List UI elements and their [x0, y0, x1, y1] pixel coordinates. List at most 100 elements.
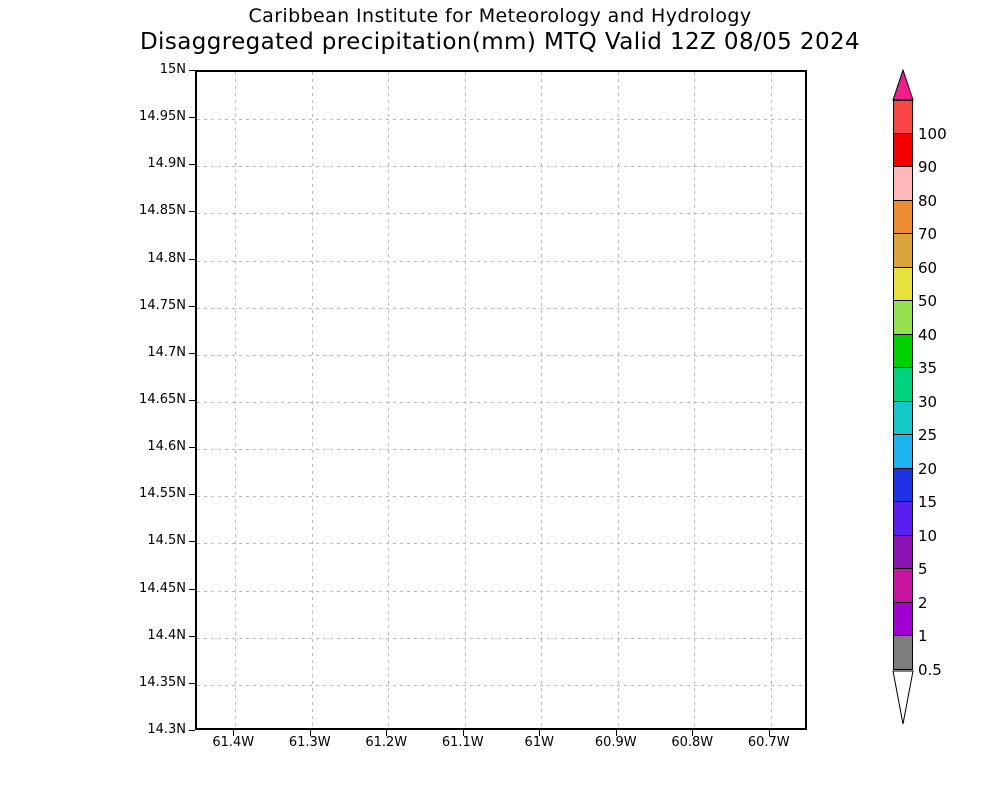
- x-axis-tick: [539, 730, 541, 736]
- y-axis-label: 14.95N: [139, 109, 186, 125]
- y-axis-tick: [189, 494, 195, 496]
- y-axis-label: 14.7N: [147, 344, 186, 360]
- x-axis-tick: [233, 730, 235, 736]
- colorbar-band: [893, 535, 913, 570]
- gridline-horizontal: [197, 213, 805, 215]
- gridline-horizontal: [197, 449, 805, 451]
- gridlines: [197, 72, 805, 728]
- map-plot-area: [195, 70, 807, 730]
- colorbar-band: [893, 435, 913, 469]
- y-axis-tick: [189, 447, 195, 449]
- colorbar-tick-label: 100: [918, 124, 947, 143]
- colorbar-tick-label: 70: [918, 225, 938, 244]
- y-axis-tick: [189, 400, 195, 401]
- colorbar-band: [893, 401, 913, 436]
- x-axis-tick: [309, 730, 311, 736]
- y-axis-label: 14.8N: [147, 250, 186, 266]
- x-axis-tick: [462, 730, 464, 736]
- gridline-horizontal: [197, 496, 805, 498]
- colorbar-tick-label: 2: [918, 593, 928, 612]
- x-axis-tick: [768, 730, 770, 736]
- x-axis-label: 61W: [524, 735, 554, 750]
- x-axis-tick: [386, 730, 388, 736]
- y-axis-tick: [189, 70, 195, 71]
- figure-title: Disaggregated precipitation(mm) MTQ Vali…: [139, 29, 861, 55]
- colorbar-band: [893, 602, 913, 637]
- y-axis-tick: [189, 635, 195, 637]
- y-axis-tick: [189, 682, 195, 684]
- colorbar-tick-label: 35: [918, 359, 938, 378]
- colorbar-band: [893, 502, 913, 536]
- colorbar-band: [893, 167, 913, 201]
- colorbar-band: [893, 636, 913, 670]
- y-axis-label: 14.4N: [147, 627, 186, 643]
- y-axis-tick: [189, 352, 195, 354]
- y-axis-tick: [189, 117, 195, 119]
- colorbar-tick-label: 5: [918, 560, 928, 579]
- gridline-vertical: [541, 72, 543, 728]
- x-axis-tick: [692, 730, 694, 736]
- y-axis-label: 14.75N: [139, 297, 186, 313]
- colorbar-tick-label: 50: [918, 292, 938, 311]
- figure-subtitle-institution: Caribbean Institute for Meteorology and …: [248, 5, 752, 27]
- colorbar-tick-label: 60: [918, 258, 938, 277]
- colorbar-band: [893, 267, 913, 302]
- gridline-vertical: [770, 72, 772, 728]
- colorbar-band: [893, 468, 913, 503]
- y-axis-tick: [189, 588, 195, 590]
- y-axis-label: 14.35N: [139, 674, 186, 690]
- gridline-horizontal: [197, 260, 805, 262]
- colorbar-band: [893, 301, 913, 335]
- y-axis-label: 14.85N: [139, 203, 186, 219]
- y-axis-tick: [189, 164, 195, 166]
- colorbar-tick-label: 80: [918, 191, 938, 210]
- colorbar-tick-label: 90: [918, 158, 938, 177]
- colorbar-band: [893, 234, 913, 268]
- x-axis-label: 60.9W: [594, 735, 637, 750]
- y-axis-label: 14.3N: [147, 722, 186, 737]
- y-axis-label: 15N: [159, 62, 186, 77]
- y-axis-label: 14.9N: [147, 156, 186, 172]
- x-axis-label: 61.4W: [212, 735, 255, 750]
- x-axis-tick: [615, 730, 617, 736]
- colorbar-band: [893, 100, 913, 134]
- gridline-vertical: [388, 72, 390, 728]
- gridline-horizontal: [197, 684, 805, 686]
- colorbar-over-arrow: [892, 69, 914, 101]
- colorbar-tick-label: 0.5: [918, 661, 942, 679]
- y-axis-tick: [189, 730, 195, 731]
- gridline-horizontal: [197, 166, 805, 168]
- colorbar-tick-label: 20: [918, 459, 938, 478]
- colorbar-tick-label: 40: [918, 325, 938, 344]
- colorbar-band: [893, 133, 913, 168]
- gridline-horizontal: [197, 590, 805, 592]
- colorbar-tick-label: 15: [918, 493, 938, 512]
- colorbar-tick-label: 1: [918, 627, 928, 646]
- y-axis-label: 14.45N: [139, 580, 186, 596]
- colorbar-band: [893, 200, 913, 235]
- y-axis-label: 14.65N: [139, 392, 186, 407]
- y-axis-tick: [189, 541, 195, 543]
- gridline-horizontal: [197, 307, 805, 309]
- y-axis-label: 14.5N: [147, 533, 186, 549]
- y-axis-label: 14.55N: [139, 486, 186, 502]
- x-axis-label: 60.7W: [747, 735, 790, 750]
- colorbar-under-arrow: [892, 670, 914, 725]
- gridline-vertical: [617, 72, 619, 728]
- colorbar-band: [893, 569, 913, 603]
- colorbar-band: [893, 334, 913, 369]
- x-axis-label: 61.2W: [365, 735, 408, 750]
- x-axis-label: 61.1W: [441, 735, 484, 750]
- y-axis-tick: [189, 211, 195, 213]
- gridline-horizontal: [197, 354, 805, 356]
- y-axis-tick: [189, 258, 195, 260]
- gridline-vertical: [694, 72, 696, 728]
- gridline-horizontal: [197, 637, 805, 639]
- y-axis-label: 14.6N: [147, 439, 186, 455]
- gridline-vertical: [311, 72, 313, 728]
- x-axis-label: 60.8W: [671, 735, 714, 750]
- gridline-horizontal: [197, 402, 805, 403]
- colorbar-tick-label: 25: [918, 426, 938, 445]
- x-axis-label: 61.3W: [288, 735, 331, 750]
